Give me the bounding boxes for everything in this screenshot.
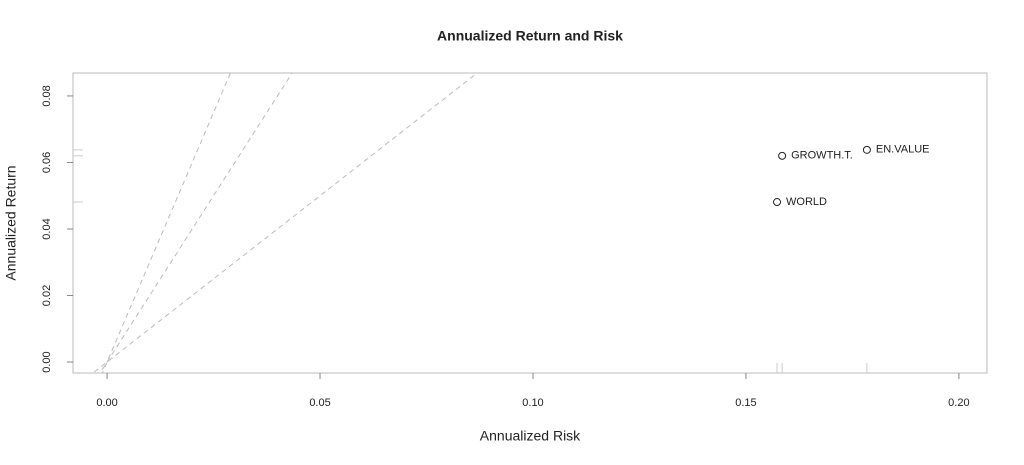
sharpe-line [99,73,293,373]
point-label: GROWTH.T. [791,150,853,162]
point [862,145,871,154]
y-tick-label: 0.08 [41,85,53,106]
y-axis-title: Annualized Return [3,165,19,280]
x-tick-label: 0.10 [522,397,543,409]
y-tick-label: 0.04 [41,218,53,239]
x-tick-label: 0.00 [96,397,117,409]
point [773,198,782,207]
chart-title: Annualized Return and Risk [437,28,623,44]
sharpe-line [92,73,478,373]
point-label: EN.VALUE [876,144,930,156]
x-axis-title: Annualized Risk [480,428,581,444]
sharpe-lines [92,73,478,373]
point [778,151,787,160]
plot-frame [72,72,988,374]
sharpe-line [101,73,231,373]
x-tick-label: 0.20 [948,397,969,409]
point-label: WORLD [786,196,827,208]
x-tick-label: 0.15 [735,397,756,409]
y-tick-label: 0.06 [41,152,53,173]
y-tick-label: 0.00 [41,351,53,372]
y-tick-label: 0.02 [41,285,53,306]
x-tick-label: 0.05 [309,397,330,409]
